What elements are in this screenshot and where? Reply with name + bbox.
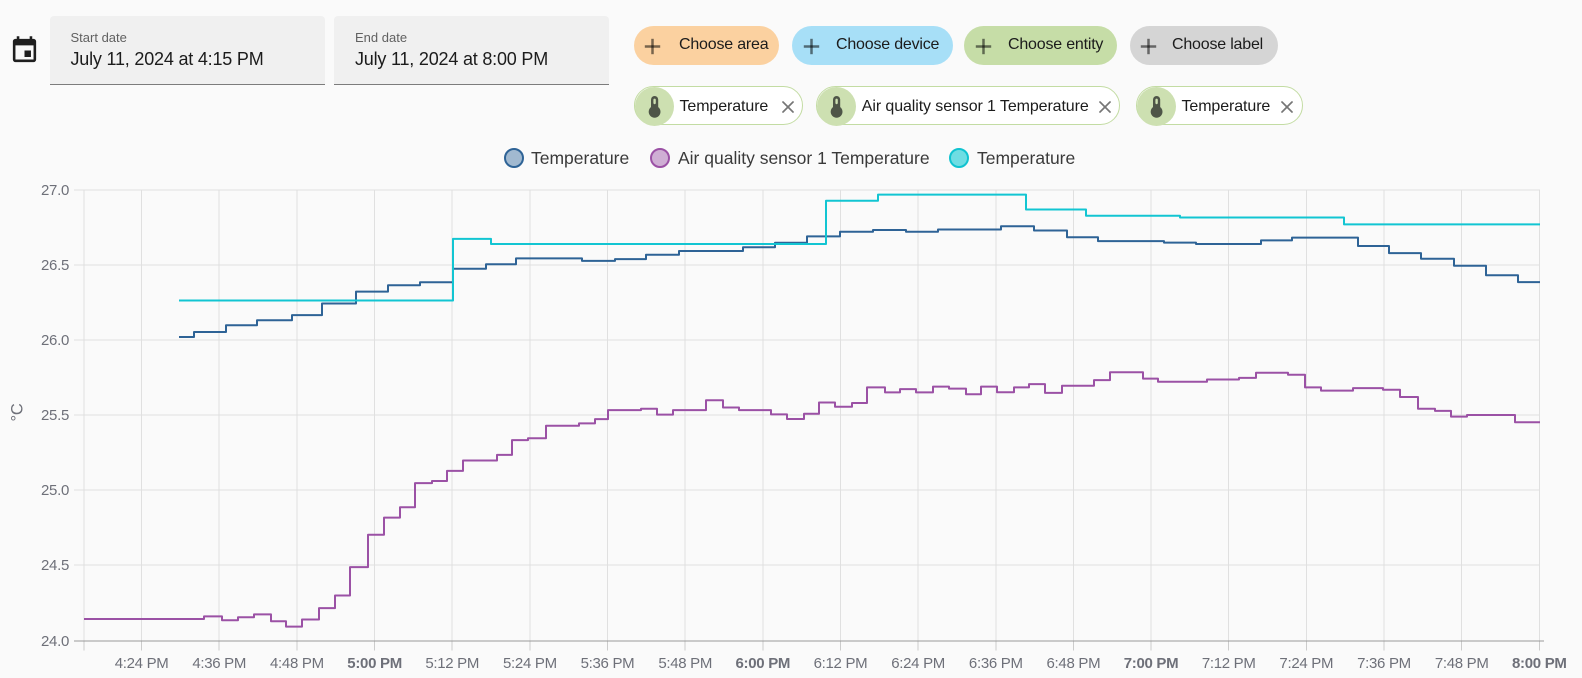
- svg-text:6:12 PM: 6:12 PM: [814, 655, 868, 672]
- svg-text:25.0: 25.0: [41, 482, 69, 499]
- svg-text:6:00 PM: 6:00 PM: [736, 655, 791, 672]
- svg-text:6:36 PM: 6:36 PM: [969, 655, 1023, 672]
- svg-text:26.5: 26.5: [41, 257, 69, 274]
- svg-text:27.0: 27.0: [41, 182, 69, 199]
- svg-text:°C: °C: [9, 403, 27, 421]
- svg-text:26.0: 26.0: [41, 332, 69, 349]
- svg-text:5:12 PM: 5:12 PM: [425, 655, 479, 672]
- svg-text:24.5: 24.5: [41, 557, 69, 574]
- svg-text:24.0: 24.0: [41, 633, 69, 650]
- svg-text:7:24 PM: 7:24 PM: [1279, 655, 1333, 672]
- svg-text:5:00 PM: 5:00 PM: [347, 655, 402, 672]
- svg-text:4:48 PM: 4:48 PM: [270, 655, 324, 672]
- svg-text:5:48 PM: 5:48 PM: [658, 655, 712, 672]
- svg-text:6:48 PM: 6:48 PM: [1047, 655, 1101, 672]
- svg-text:5:36 PM: 5:36 PM: [581, 655, 635, 672]
- svg-text:4:24 PM: 4:24 PM: [115, 655, 169, 672]
- svg-text:7:36 PM: 7:36 PM: [1357, 655, 1411, 672]
- svg-text:25.5: 25.5: [41, 407, 69, 424]
- svg-text:6:24 PM: 6:24 PM: [891, 655, 945, 672]
- svg-text:7:00 PM: 7:00 PM: [1124, 655, 1179, 672]
- svg-text:7:12 PM: 7:12 PM: [1202, 655, 1256, 672]
- svg-text:7:48 PM: 7:48 PM: [1435, 655, 1489, 672]
- svg-text:8:00 PM: 8:00 PM: [1512, 655, 1567, 672]
- svg-text:5:24 PM: 5:24 PM: [503, 655, 557, 672]
- svg-text:4:36 PM: 4:36 PM: [192, 655, 246, 672]
